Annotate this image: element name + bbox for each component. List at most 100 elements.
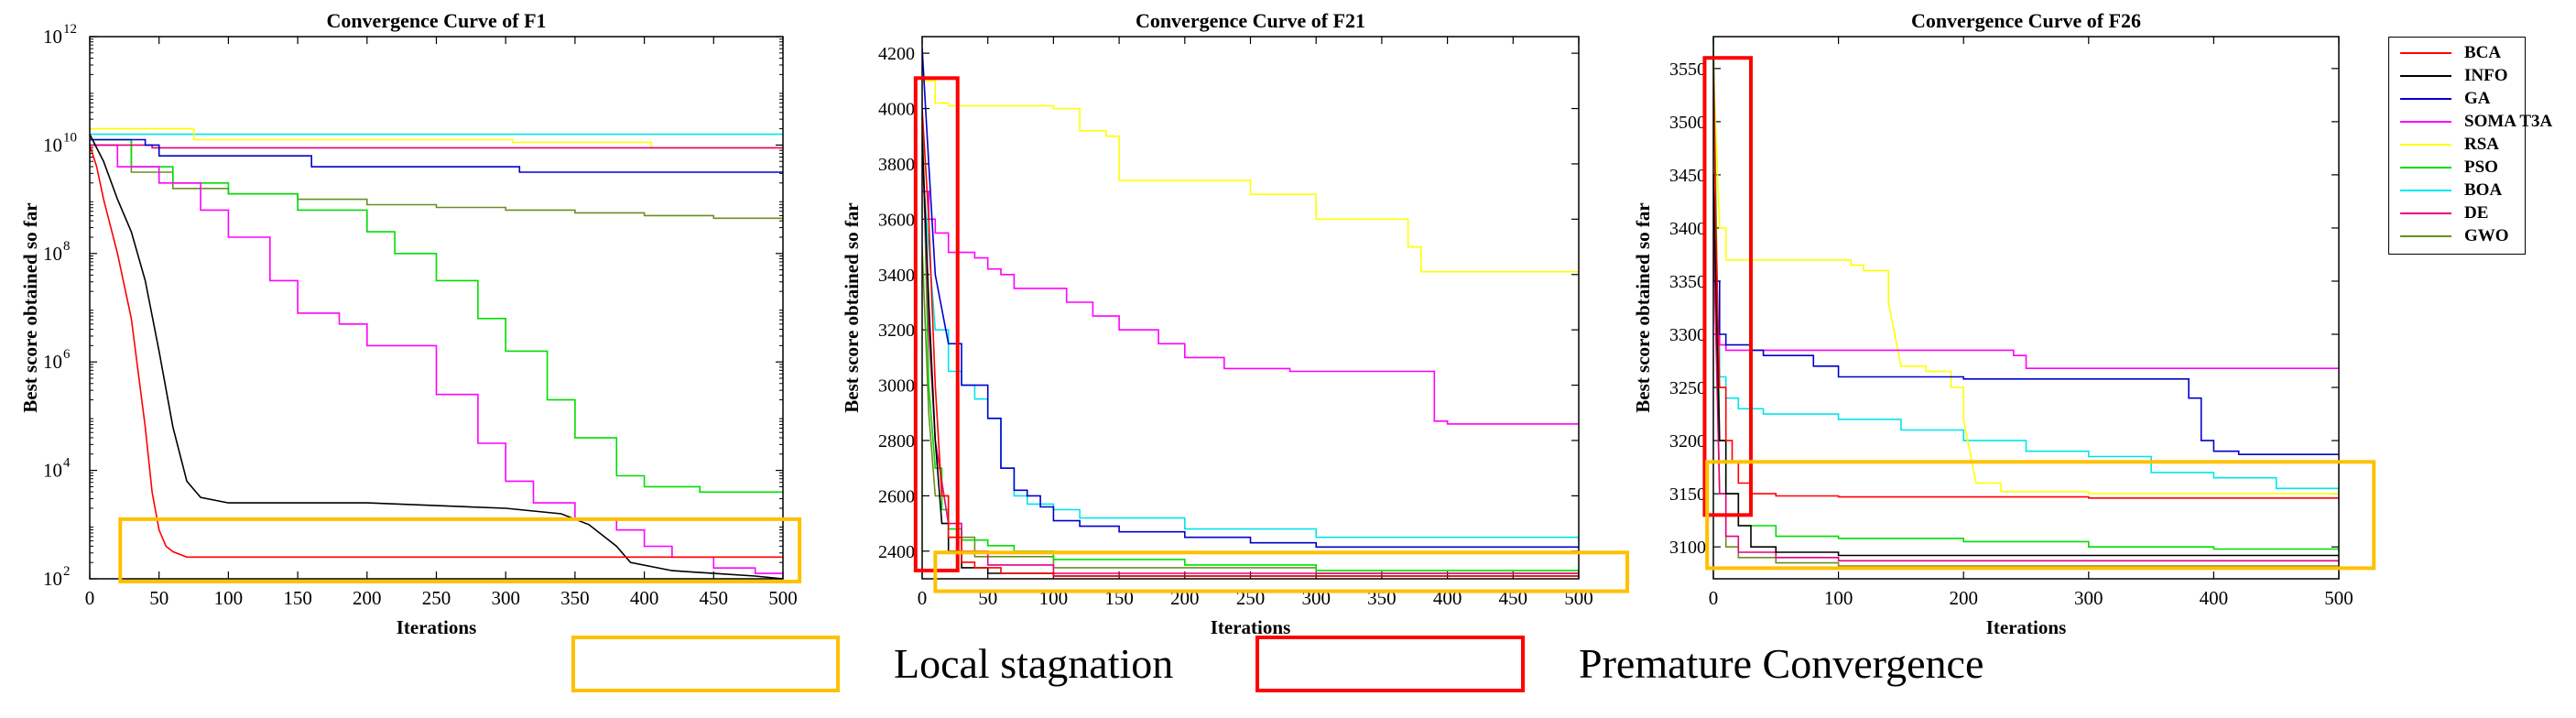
y-tick-label: 2400 <box>878 542 915 562</box>
y-tick-label-base: 10 <box>43 243 62 265</box>
premature-key-label: Premature Convergence <box>1579 640 1984 687</box>
x-tick-label: 400 <box>630 587 659 609</box>
x-tick-label: 150 <box>283 587 312 609</box>
series-line-boa <box>922 163 1579 540</box>
x-tick-label: 100 <box>1824 587 1853 609</box>
y-axis-label: Best score obtained so far <box>19 202 41 412</box>
y-tick-label: 2600 <box>878 486 915 506</box>
series-line-pso <box>90 138 783 494</box>
y-tick-label: 4200 <box>878 44 915 64</box>
x-tick-label: 250 <box>422 587 451 609</box>
series-line-soma-t3a <box>90 144 783 579</box>
legend-label: SOMA T3A <box>2464 112 2553 131</box>
series-line-info <box>90 134 783 579</box>
y-tick-label-exponent: 4 <box>63 456 71 471</box>
y-tick-label: 3150 <box>1669 484 1706 505</box>
y-tick-label: 3200 <box>1669 431 1706 451</box>
y-tick-label: 3600 <box>878 210 915 230</box>
y-tick-label: 3450 <box>1669 166 1706 186</box>
y-tick-label: 3200 <box>878 321 915 341</box>
legend-label: BCA <box>2464 43 2502 62</box>
chart-title: Convergence Curve of F26 <box>1911 9 2141 32</box>
y-tick-label: 3350 <box>1669 272 1706 292</box>
premature-key-box <box>1255 636 1525 692</box>
y-tick-label-base: 10 <box>43 568 62 590</box>
legend-label: RSA <box>2464 135 2500 154</box>
series-line-gwo <box>922 246 1579 575</box>
legend-swatch <box>2400 98 2451 100</box>
y-tick-label-exponent: 12 <box>63 22 77 37</box>
legend-item-rsa: RSA <box>2395 133 2523 157</box>
chart-title: Convergence Curve of F21 <box>1136 9 1365 32</box>
legend-label: INFO <box>2464 66 2508 85</box>
y-tick-label: 3400 <box>1669 219 1706 239</box>
series-line-ga <box>90 138 783 173</box>
series-line-soma-t3a <box>1713 333 2339 369</box>
x-axis-label: Iterations <box>1211 616 1291 638</box>
y-tick-label-exponent: 8 <box>63 239 71 254</box>
legend-item-boa: BOA <box>2395 179 2523 202</box>
y-tick-label: 3250 <box>1669 378 1706 398</box>
x-tick-label: 500 <box>768 587 798 609</box>
series-line-gwo <box>1713 174 2339 569</box>
y-tick-label-base: 10 <box>43 351 62 373</box>
legend-swatch <box>2400 235 2451 237</box>
x-tick-label: 0 <box>1709 587 1719 609</box>
series-line-soma-t3a <box>922 190 1579 425</box>
x-tick-label: 0 <box>918 587 928 609</box>
x-tick-label: 100 <box>214 587 244 609</box>
series-line-de <box>90 144 783 149</box>
legend-label: PSO <box>2464 158 2498 177</box>
series-line-ga <box>922 48 1579 549</box>
y-tick-label: 3800 <box>878 155 915 175</box>
y-tick-label-exponent: 2 <box>63 564 71 579</box>
series-line-rsa <box>922 80 1579 273</box>
legend-item-info: INFO <box>2395 64 2523 88</box>
series-line-pso <box>1713 37 2339 552</box>
y-axis-label: Best score obtained so far <box>1632 202 1654 412</box>
y-tick-label: 2800 <box>878 431 915 451</box>
x-tick-label: 200 <box>353 587 382 609</box>
y-tick-label-base: 10 <box>43 134 62 156</box>
x-axis-label: Iterations <box>1986 616 2067 638</box>
legend-label: GA <box>2464 89 2491 108</box>
local-stagnation-box <box>933 550 1630 593</box>
series-line-boa <box>90 133 783 137</box>
y-tick-label: 3550 <box>1669 60 1706 80</box>
legend-item-ga: GA <box>2395 87 2523 111</box>
legend-swatch <box>2400 121 2451 123</box>
local-stagnation-box <box>1705 460 2376 571</box>
axes-frame <box>921 36 1580 580</box>
series-line-info <box>922 136 1579 578</box>
legend-item-gwo: GWO <box>2395 224 2523 248</box>
y-tick-label-exponent: 6 <box>63 347 71 362</box>
legend-label: BOA <box>2464 180 2503 200</box>
y-tick-label: 4000 <box>878 100 915 120</box>
legend-swatch <box>2400 190 2451 191</box>
y-tick-label-base: 10 <box>43 460 62 482</box>
x-tick-label: 400 <box>2200 587 2229 609</box>
x-axis-label: Iterations <box>397 616 477 638</box>
legend-swatch <box>2400 144 2451 146</box>
legend-item-pso: PSO <box>2395 156 2523 180</box>
series-line-ga <box>1713 280 2339 455</box>
y-tick-label: 3500 <box>1669 113 1706 133</box>
series-line-rsa <box>1713 68 2339 495</box>
series-line-bca <box>922 108 1579 577</box>
x-tick-label: 500 <box>2324 587 2353 609</box>
y-axis-label: Best score obtained so far <box>841 202 863 412</box>
legend-label: DE <box>2464 203 2489 223</box>
y-tick-label: 3000 <box>878 376 915 397</box>
series-line-pso <box>922 108 1579 573</box>
axes-frame <box>1712 36 2340 580</box>
series-line-bca <box>1713 58 2339 499</box>
y-tick-label: 3400 <box>878 266 915 286</box>
x-tick-label: 300 <box>2074 587 2103 609</box>
legend-item-bca: BCA <box>2395 41 2523 65</box>
series-line-de <box>922 136 1579 576</box>
series-line-de <box>1713 227 2339 563</box>
x-tick-label: 200 <box>1949 587 1978 609</box>
y-tick-label: 3100 <box>1669 538 1706 558</box>
